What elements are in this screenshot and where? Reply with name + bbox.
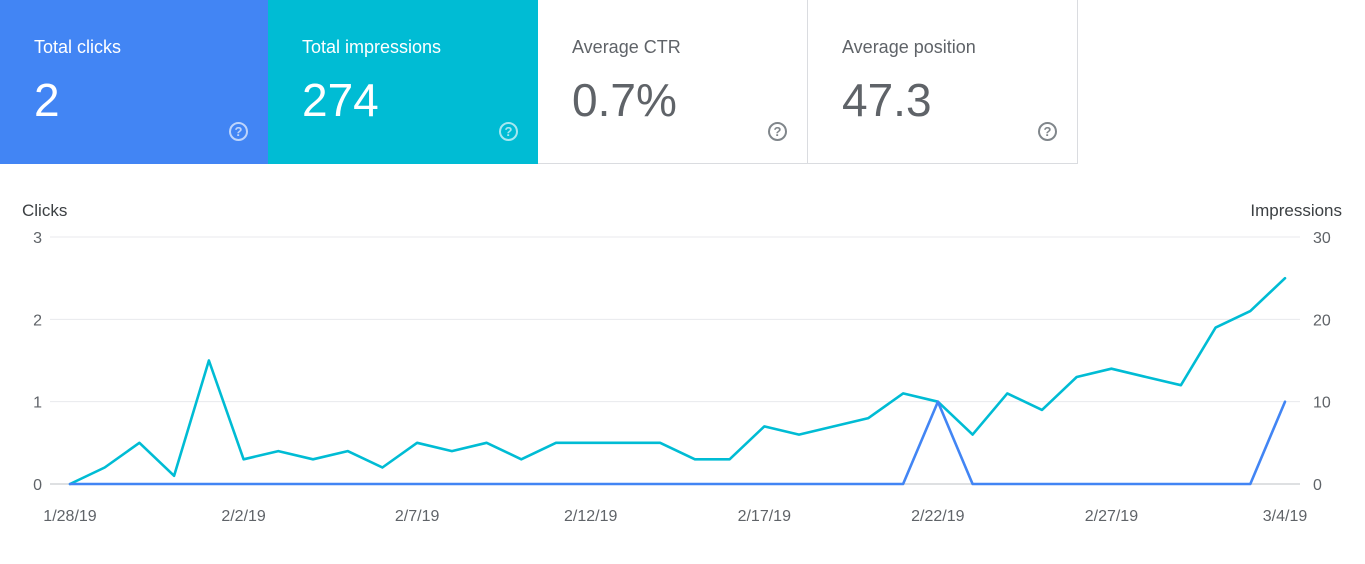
total-clicks-card[interactable]: Total clicks 2 ? [0,0,268,164]
right-axis-ticks: 0 10 20 30 [1313,230,1331,494]
right-axis-tick-label: 10 [1313,395,1331,412]
gridlines [50,236,1300,485]
left-axis-tick-label: 1 [33,395,42,412]
left-axis-tick-label: 3 [33,230,42,247]
x-axis-tick-label: 2/7/19 [395,508,440,525]
average-position-value: 47.3 [842,74,932,126]
total-impressions-card[interactable]: Total impressions 274 ? [268,0,538,164]
x-axis-tick-label: 2/22/19 [911,508,964,525]
right-axis-tick-label: 0 [1313,477,1322,494]
total-clicks-label: Total clicks [34,37,122,57]
average-position-card[interactable]: Average position 47.3 ? [808,0,1078,164]
left-axis-ticks: 0 1 2 3 [33,230,42,494]
help-icon[interactable]: ? [1038,122,1057,141]
left-axis-title: Clicks [22,201,67,220]
x-axis-tick-label: 2/17/19 [738,508,791,525]
x-axis-ticks: 1/28/19 2/2/19 2/7/19 2/12/19 2/17/19 2/22/19… [43,508,1307,525]
right-axis-tick-label: 30 [1313,230,1331,247]
help-icon[interactable]: ? [499,122,518,141]
total-impressions-label: Total impressions [302,37,442,57]
series-line-impressions [68,276,1287,486]
right-axis-title: Impressions [1250,201,1342,220]
help-icon[interactable]: ? [768,122,787,141]
performance-chart: Clicks Impressions 0 1 2 3 0 10 20 30 1/28/19 2… [22,201,1342,525]
metric-cards: Total clicks 2 ? Total impressions 274 ?… [0,0,1078,164]
average-ctr-label: Average CTR [572,37,681,57]
series-line-clicks [68,400,1287,486]
x-axis-tick-label: 2/27/19 [1085,508,1138,525]
average-position-label: Average position [842,37,976,57]
x-axis-tick-label: 3/4/19 [1263,508,1308,525]
x-axis-tick-label: 2/2/19 [221,508,266,525]
average-ctr-card[interactable]: Average CTR 0.7% ? [538,0,808,164]
left-axis-tick-label: 2 [33,312,42,329]
total-impressions-value: 274 [302,74,379,126]
left-axis-tick-label: 0 [33,477,42,494]
series-lines [68,276,1287,486]
help-icon[interactable]: ? [229,122,248,141]
average-ctr-value: 0.7% [572,74,677,126]
total-clicks-value: 2 [34,74,60,126]
x-axis-tick-label: 1/28/19 [43,508,96,525]
right-axis-tick-label: 20 [1313,312,1331,329]
x-axis-tick-label: 2/12/19 [564,508,617,525]
